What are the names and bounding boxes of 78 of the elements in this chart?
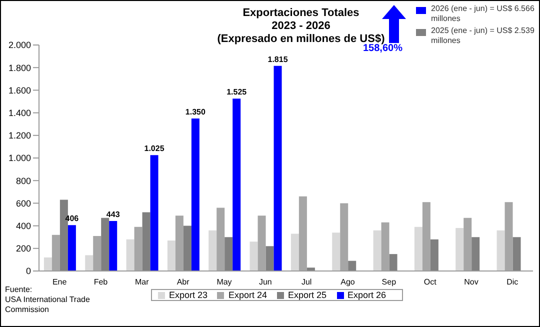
bar [142,212,150,271]
bar [274,66,282,271]
x-tick-label: Abr [176,278,190,287]
bar [464,218,472,271]
x-tick-label: Feb [94,278,108,287]
bar [389,254,398,271]
bar [414,226,422,271]
bar [68,225,76,271]
y-tick-label: 1.800 [8,62,31,73]
bar [348,260,356,271]
bar [150,155,158,271]
data-label: 1.350 [185,107,206,116]
annotation: 2025 (ene - jun) = US$ 2.539 millones [431,26,536,46]
data-label: 443 [106,210,120,219]
y-tick-label: 1.400 [8,108,31,118]
bar [183,226,192,271]
bar [216,208,225,271]
x-tick-label: Dic [506,278,518,287]
legend-label: Export 24 [228,290,267,300]
bar [266,246,274,271]
bar [85,255,94,271]
bar [44,257,52,271]
y-tick-label: 2.000 [8,40,31,50]
chart-title: Exportaciones Totales 2023 - 2026 (Expresado en millones de US$) [216,7,385,45]
bar [167,240,176,271]
bar [456,228,464,271]
bar [232,98,241,271]
data-label: 1.525 [226,88,248,97]
data-label: 406 [65,214,80,224]
data-label: 1.025 [144,144,165,154]
x-tick-label: Mar [135,278,150,287]
x-tick-label: Oct [424,278,438,287]
bar [504,202,513,271]
bar [332,232,340,271]
x-tick-label: Sep [382,278,397,287]
bar [422,202,430,271]
annotation: 158,60% [363,43,402,54]
bar [472,237,480,271]
y-tick-label: 800 [16,176,31,186]
bar [340,203,348,271]
y-tick-label: 0 [26,266,31,276]
x-tick-label: May [216,278,232,287]
y-tick-label: 400 [16,220,31,231]
text: 2026 (ene - jun) = US$ 6.566 millones [431,4,536,24]
legend-label: Export 25 [288,290,327,300]
bar [52,234,60,271]
y-tick-label: 1.200 [8,130,31,141]
bar [298,196,307,271]
bar [250,242,258,271]
bar [126,239,134,271]
data-label: 1.815 [268,54,288,64]
y-tick-label: 1.600 [8,85,31,96]
bar [381,222,390,271]
bar [208,230,217,271]
bar [191,118,200,271]
legend-label: Export 26 [348,290,386,300]
legend-label: Export 23 [168,290,208,300]
y-tick-label: 200 [16,244,31,254]
x-tick-label: Jun [258,278,272,287]
y-tick-label: 1.000 [8,153,31,164]
bar [109,220,118,271]
bar [101,218,110,271]
bar [512,237,521,271]
bar [430,239,438,271]
x-tick-label: Ene [52,278,68,287]
x-tick-label: Nov [464,278,478,287]
bar [373,230,382,271]
bar [224,237,233,271]
bar [93,236,102,271]
bar [496,230,505,271]
bar [175,216,184,271]
bar [134,226,142,271]
bar [258,216,266,271]
y-tick-label: 600 [16,198,31,208]
bar [290,234,299,271]
x-tick-label: Ago [340,278,356,287]
source-note: Fuente: USA International Trade Commission [5,285,91,315]
x-tick-label: Jul [301,278,312,287]
